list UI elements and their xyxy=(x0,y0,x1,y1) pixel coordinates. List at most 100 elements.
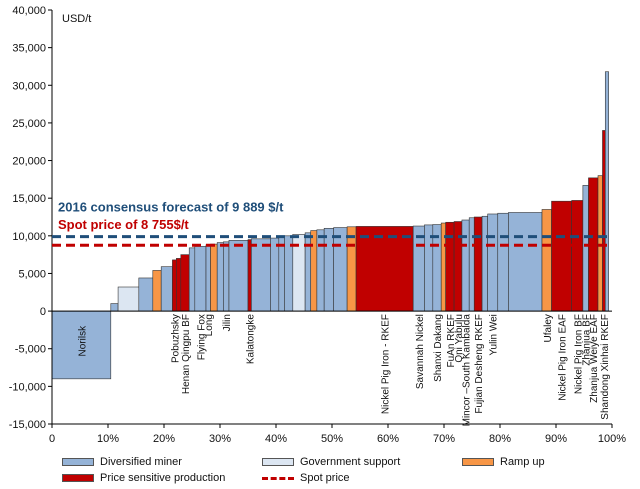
y-tick-label: -10,000 xyxy=(9,381,46,393)
bar-37 xyxy=(473,216,483,312)
bar-6 xyxy=(172,259,177,312)
bar-25 xyxy=(323,227,334,312)
bar-3 xyxy=(138,277,154,312)
bar-label-48: Shandong Xinhai RKEF xyxy=(600,314,611,420)
y-tick-label: -5,000 xyxy=(15,344,46,356)
y-tick-label: 35,000 xyxy=(12,43,46,55)
bar-2 xyxy=(117,286,140,312)
bar-29 xyxy=(412,225,425,312)
cost-curve-chart: -15,000 -10,000 -5,000 0 5,000 10,000 15,000 20… xyxy=(9,5,627,445)
spot-annotation: Spot price of 8 755$/t xyxy=(58,217,189,232)
bar-48 xyxy=(602,130,606,312)
bar-40 xyxy=(497,212,509,312)
bar-17 xyxy=(251,238,271,312)
bars-group xyxy=(51,71,609,380)
bar-label-11: Long xyxy=(204,314,215,336)
x-tick-label: 40% xyxy=(265,433,287,445)
bar-5 xyxy=(160,266,173,312)
legend-label-government: Government support xyxy=(300,456,401,468)
bar-label-6: Pobuzhsky xyxy=(170,314,181,363)
bar-label-16: Kalatongke xyxy=(246,314,257,364)
y-tick-label: 0 xyxy=(40,306,46,318)
x-tick-label: 30% xyxy=(209,433,231,445)
legend-item-rampup: Ramp up xyxy=(462,456,545,468)
bar-38 xyxy=(481,215,488,312)
bar-label-10: Flying Fox xyxy=(196,314,207,360)
legend-swatch-spot xyxy=(262,476,294,480)
legend-item-government: Government support xyxy=(262,456,400,468)
bar-16 xyxy=(247,239,252,312)
bar-label-31: Shanxi Dakang xyxy=(433,314,444,382)
bar-45 xyxy=(582,185,589,312)
bar-44 xyxy=(571,200,584,312)
bar-label-14: Jilin xyxy=(222,314,233,331)
y-tick-label: 25,000 xyxy=(12,118,46,130)
legend-swatch-price xyxy=(62,474,94,482)
legend: Diversified miner Government support Ram… xyxy=(62,456,622,486)
bar-label-28: Nickel Pig Iron - RKEF xyxy=(381,314,392,414)
bar-8 xyxy=(180,254,190,312)
bar-label-42: Ufaley xyxy=(543,314,554,342)
bar-35 xyxy=(461,219,470,312)
bar-26 xyxy=(333,227,348,312)
x-tick-label: 80% xyxy=(489,433,511,445)
bar-34 xyxy=(453,221,463,312)
bar-label-46: Zhanjua Weiye EAF xyxy=(589,314,600,403)
bar-27 xyxy=(346,226,357,312)
bar-41 xyxy=(508,212,543,312)
y-tick-label: -15,000 xyxy=(9,419,46,431)
bar-20 xyxy=(284,235,294,312)
x-tick-label: 70% xyxy=(433,433,455,445)
bar-label-34: Qni Yabulu xyxy=(454,314,465,363)
bar-24 xyxy=(316,229,325,312)
bar-label-35: Mincor –South Kambalda xyxy=(462,314,473,427)
legend-swatch-government xyxy=(262,458,294,466)
bar-label-43: Nickel Pig Iron EAF xyxy=(558,314,569,401)
legend-swatch-diversified xyxy=(62,458,94,466)
bar-42 xyxy=(541,209,552,312)
y-axis-unit-label: USD/t xyxy=(62,13,91,25)
bar-label-0: Norilsk xyxy=(77,325,88,357)
bar-7 xyxy=(176,258,182,312)
y-tick-label: 30,000 xyxy=(12,80,46,92)
bar-36 xyxy=(468,217,475,312)
bar-11 xyxy=(205,244,211,312)
legend-label-spot: Spot price xyxy=(300,472,350,484)
bar-label-29: Savannah Nickel xyxy=(415,314,426,389)
bar-19 xyxy=(278,236,285,312)
bar-13 xyxy=(216,242,224,312)
legend-item-spot: Spot price xyxy=(262,472,350,484)
bar-labels-group: Norilsk Pobuzhsky Henan Qingpu BF Flying Fo… xyxy=(77,314,610,427)
legend-label-diversified: Diversified miner xyxy=(100,456,182,468)
bar-0 xyxy=(51,310,112,380)
bar-23 xyxy=(310,230,318,312)
x-tick-label: 20% xyxy=(153,433,175,445)
x-tick-label: 10% xyxy=(97,433,119,445)
y-tick-label: 5,000 xyxy=(18,268,46,280)
y-tick-label: 15,000 xyxy=(12,193,46,205)
bar-28 xyxy=(355,226,414,312)
y-tick-label: 10,000 xyxy=(12,231,46,243)
bar-14 xyxy=(223,241,230,312)
x-tick-label: 0 xyxy=(49,433,55,445)
bar-10 xyxy=(194,246,207,312)
bar-label-8: Henan Qingpu BF xyxy=(181,314,192,394)
y-tick-label: 20,000 xyxy=(12,156,46,168)
bar-12 xyxy=(210,243,218,312)
legend-label-rampup: Ramp up xyxy=(500,456,545,468)
bar-label-39: Yulin Wei xyxy=(489,314,500,356)
consensus-annotation: 2016 consensus forecast of 9 889 $/t xyxy=(58,200,284,215)
x-tick-label: 100% xyxy=(598,433,626,445)
x-tick-label: 90% xyxy=(545,433,567,445)
bar-43 xyxy=(551,200,572,312)
bar-label-33: FuAn RKEF xyxy=(446,314,457,367)
legend-item-price: Price sensitive production xyxy=(62,472,225,484)
bar-18 xyxy=(270,237,280,312)
axes-group: -15,000 -10,000 -5,000 0 5,000 10,000 15,000 20… xyxy=(9,5,627,445)
x-tick-label: 50% xyxy=(321,433,343,445)
legend-swatch-rampup xyxy=(462,458,494,466)
bar-9 xyxy=(188,247,196,312)
bar-4 xyxy=(152,270,162,312)
x-tick-label: 60% xyxy=(377,433,399,445)
y-tick-label: 40,000 xyxy=(12,5,46,17)
